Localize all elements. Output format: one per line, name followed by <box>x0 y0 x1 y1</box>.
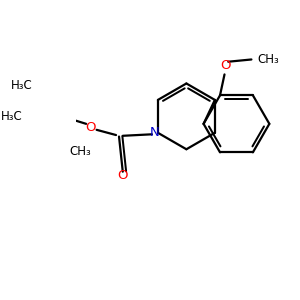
Text: H₃C: H₃C <box>1 110 22 123</box>
Text: CH₃: CH₃ <box>257 53 279 66</box>
Text: O: O <box>85 121 96 134</box>
Text: O: O <box>118 169 128 182</box>
Text: H₃C: H₃C <box>11 79 32 92</box>
Text: CH₃: CH₃ <box>70 145 92 158</box>
Text: O: O <box>221 59 231 72</box>
Text: N: N <box>149 126 159 139</box>
